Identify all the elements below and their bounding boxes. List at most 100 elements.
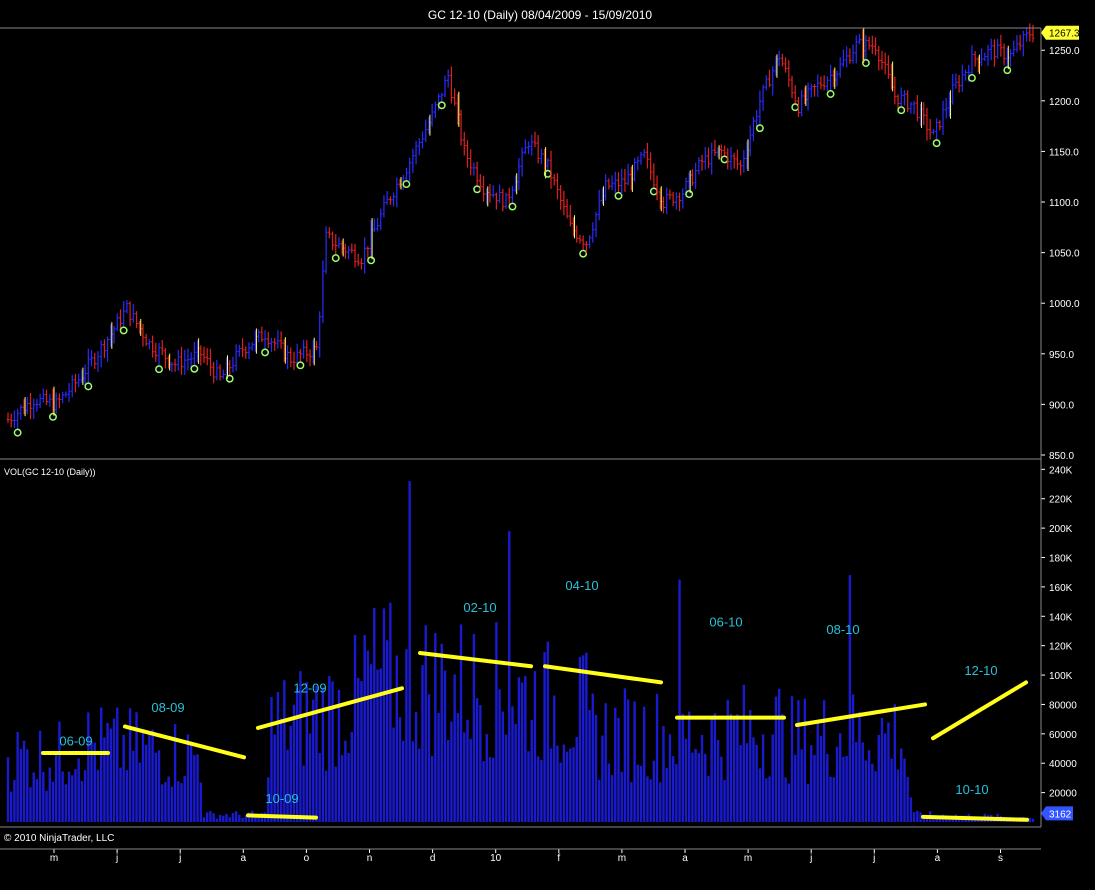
volume-bar xyxy=(713,713,717,822)
volume-bar xyxy=(443,670,447,822)
trendline[interactable] xyxy=(256,686,404,730)
volume-bar xyxy=(99,707,103,822)
volume-bar xyxy=(106,722,109,822)
volume-bar xyxy=(720,756,723,822)
volume-bar xyxy=(842,756,845,822)
time-tick-label: m xyxy=(618,853,626,864)
volume-bar xyxy=(385,640,389,822)
current-volume-badge: 3162 xyxy=(1041,806,1073,821)
volume-bar xyxy=(588,709,591,822)
volume-bar xyxy=(732,719,736,822)
volume-bar xyxy=(447,740,450,822)
volume-bar xyxy=(572,747,575,822)
signal-marker xyxy=(296,361,305,370)
signal-marker xyxy=(261,348,270,357)
signal-marker xyxy=(225,374,234,383)
volume-bar xyxy=(13,779,16,822)
time-tick-label: 10 xyxy=(490,853,502,864)
signal-marker xyxy=(897,106,906,115)
volume-bar xyxy=(655,693,659,822)
volume-bar xyxy=(77,758,80,822)
volume-bar xyxy=(749,710,752,822)
volume-bar xyxy=(218,814,222,822)
volume-bar xyxy=(761,734,765,822)
volume-bar xyxy=(559,762,562,822)
price-axis[interactable]: 1250.0 1200.0 1150.0 1100.0 1050.0 1000.0 950.… xyxy=(1041,46,1080,462)
volume-bar xyxy=(517,677,521,822)
volume-bar xyxy=(353,634,357,822)
volume-bar xyxy=(533,671,537,822)
volume-bar xyxy=(51,781,55,822)
time-axis[interactable]: m j j a o n d 10 f m a m j j a s xyxy=(50,849,1003,864)
volume-bar xyxy=(639,765,643,822)
contract-annotation: 02-10 xyxy=(463,600,496,615)
volume-bar xyxy=(485,734,488,822)
volume-bar xyxy=(479,705,482,822)
trendline[interactable] xyxy=(931,680,1028,741)
trendline[interactable] xyxy=(921,814,1029,822)
volume-bar xyxy=(874,771,877,822)
volume-tick-label: 160K xyxy=(1049,583,1073,594)
volume-bar xyxy=(562,744,566,822)
volume-bar xyxy=(453,674,456,822)
volume-bar xyxy=(418,748,421,822)
volume-bar xyxy=(305,682,309,822)
trendline[interactable] xyxy=(543,664,663,685)
signal-marker xyxy=(508,202,517,211)
volume-bar xyxy=(591,693,594,822)
volume-bar xyxy=(119,767,122,822)
volume-bar xyxy=(424,625,427,822)
chart-title: GC 12-10 (Daily) 08/04/2009 - 15/09/2010 xyxy=(428,8,652,22)
volume-bar xyxy=(797,700,800,822)
volume-tick-label: 60000 xyxy=(1049,730,1077,741)
volume-bar xyxy=(755,744,758,822)
volume-bar xyxy=(784,777,787,822)
volume-bar xyxy=(813,754,816,822)
volume-bar xyxy=(395,655,398,822)
volume-bar xyxy=(61,771,64,822)
volume-tick-label: 180K xyxy=(1049,554,1073,565)
volume-bar xyxy=(466,719,469,822)
volume-bar xyxy=(151,729,154,822)
contract-annotation: 06-10 xyxy=(709,615,742,630)
volume-bar xyxy=(312,699,315,822)
volume-bar xyxy=(54,754,58,822)
volume-bar xyxy=(109,728,113,822)
volume-bar xyxy=(273,734,276,822)
volume-bar xyxy=(80,780,84,822)
volume-bar xyxy=(617,717,620,822)
trendline[interactable] xyxy=(246,813,318,820)
volume-axis[interactable]: 240K 220K 200K 180K 160K 140K 120K 100K 80000 600… xyxy=(1041,465,1077,800)
volume-bar xyxy=(890,758,893,822)
volume-bar xyxy=(183,776,186,822)
volume-bar xyxy=(279,718,283,822)
volume-bar xyxy=(96,769,100,822)
signal-marker xyxy=(84,382,93,391)
volume-bar xyxy=(318,752,321,822)
price-tick-label: 1200.0 xyxy=(1049,97,1080,108)
volume-bar xyxy=(527,751,530,822)
volume-bar xyxy=(614,707,617,822)
copyright-text: © 2010 NinjaTrader, LLC xyxy=(4,833,114,844)
price-tick-label: 1100.0 xyxy=(1049,198,1079,209)
volume-bar xyxy=(58,721,61,822)
volume-bar xyxy=(42,771,45,822)
volume-bar xyxy=(819,735,823,822)
volume-bar xyxy=(652,760,656,822)
volume-bar xyxy=(900,748,903,822)
volume-bar xyxy=(553,695,556,822)
volume-bar xyxy=(48,767,51,822)
volume-bar xyxy=(851,694,855,822)
contract-annotation: 12-10 xyxy=(964,663,997,678)
volume-bar xyxy=(199,782,202,822)
volume-tick-label: 220K xyxy=(1049,495,1073,506)
volume-bar xyxy=(125,770,129,822)
volume-bar xyxy=(64,784,68,822)
volume-bar xyxy=(835,746,839,822)
signal-marker xyxy=(579,249,588,258)
time-tick-label: j xyxy=(115,853,118,864)
trendline[interactable] xyxy=(795,702,927,728)
trendline[interactable] xyxy=(123,724,246,760)
trendline[interactable] xyxy=(418,651,533,669)
volume-tick-label: 80000 xyxy=(1049,700,1077,711)
